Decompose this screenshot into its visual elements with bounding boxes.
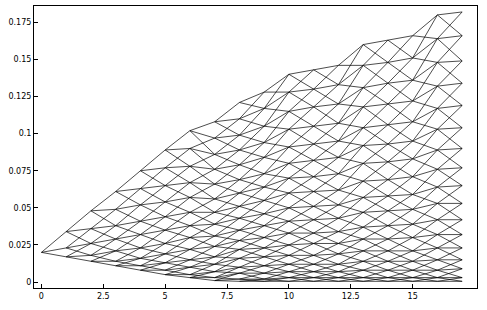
- svg-text:10: 10: [284, 292, 294, 301]
- svg-text:0.05: 0.05: [14, 204, 32, 213]
- svg-text:2.5: 2.5: [97, 292, 110, 301]
- svg-text:0.15: 0.15: [14, 55, 32, 64]
- svg-text:5: 5: [163, 292, 168, 301]
- svg-text:12.5: 12.5: [342, 292, 360, 301]
- svg-text:0: 0: [26, 278, 31, 287]
- svg-text:0.1: 0.1: [19, 129, 32, 138]
- svg-text:7.5: 7.5: [221, 292, 234, 301]
- svg-text:0.075: 0.075: [8, 167, 31, 176]
- svg-text:0.175: 0.175: [8, 18, 31, 27]
- svg-text:15: 15: [408, 292, 418, 301]
- svg-text:0.125: 0.125: [8, 92, 31, 101]
- svg-text:0.025: 0.025: [8, 241, 31, 250]
- svg-text:0: 0: [39, 292, 44, 301]
